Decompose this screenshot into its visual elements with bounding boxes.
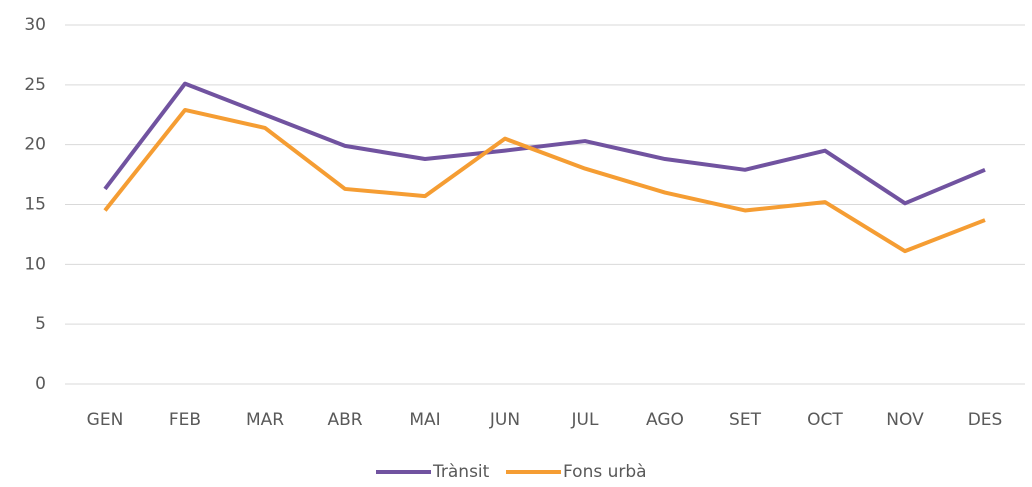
line-series [103, 107, 986, 254]
x-tick-label: MAI [409, 410, 440, 430]
line-series [103, 81, 986, 206]
legend-label: Trànsit [432, 462, 490, 482]
x-tick-label: ABR [327, 410, 362, 430]
y-tick-label: 5 [35, 314, 46, 334]
x-tick-label: DES [968, 410, 1003, 430]
x-tick-label: SET [729, 410, 762, 430]
x-tick-label: GEN [87, 410, 124, 430]
legend-label: Fons urbà [563, 462, 647, 482]
x-tick-label: FEB [169, 410, 201, 430]
x-tick-label: MAR [246, 410, 284, 430]
x-tick-label: NOV [886, 410, 924, 430]
x-tick-label: AGO [646, 410, 684, 430]
y-tick-label: 15 [24, 195, 46, 215]
x-tick-label: OCT [807, 410, 843, 430]
y-tick-label: 30 [24, 15, 46, 35]
x-tick-label: JUN [489, 410, 520, 430]
y-tick-label: 20 [24, 135, 46, 155]
y-tick-label: 25 [24, 75, 46, 95]
y-tick-label: 0 [35, 374, 46, 394]
y-tick-label: 10 [24, 254, 46, 274]
x-tick-label: JUL [571, 410, 599, 430]
